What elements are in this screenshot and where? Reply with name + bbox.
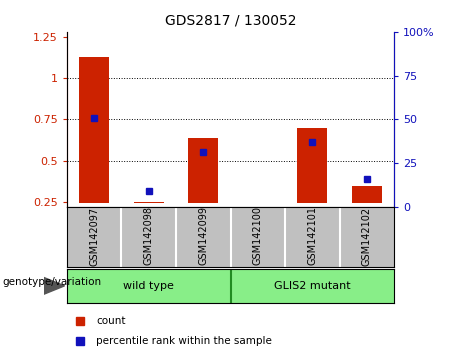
- Bar: [188, 138, 218, 203]
- Bar: [352, 187, 382, 203]
- Text: GSM142102: GSM142102: [362, 206, 372, 266]
- Polygon shape: [44, 278, 65, 294]
- Text: GSM142097: GSM142097: [89, 206, 99, 266]
- Title: GDS2817 / 130052: GDS2817 / 130052: [165, 14, 296, 28]
- Text: GSM142100: GSM142100: [253, 206, 263, 266]
- Text: GLIS2 mutant: GLIS2 mutant: [274, 281, 351, 291]
- Text: count: count: [96, 316, 126, 326]
- Text: GSM142099: GSM142099: [198, 206, 208, 266]
- Text: GSM142101: GSM142101: [307, 206, 317, 266]
- Bar: [134, 202, 164, 203]
- Text: wild type: wild type: [123, 281, 174, 291]
- Text: GSM142098: GSM142098: [144, 206, 154, 266]
- Text: percentile rank within the sample: percentile rank within the sample: [96, 336, 272, 346]
- Bar: [297, 128, 327, 203]
- Text: genotype/variation: genotype/variation: [2, 277, 101, 287]
- Bar: [79, 57, 109, 203]
